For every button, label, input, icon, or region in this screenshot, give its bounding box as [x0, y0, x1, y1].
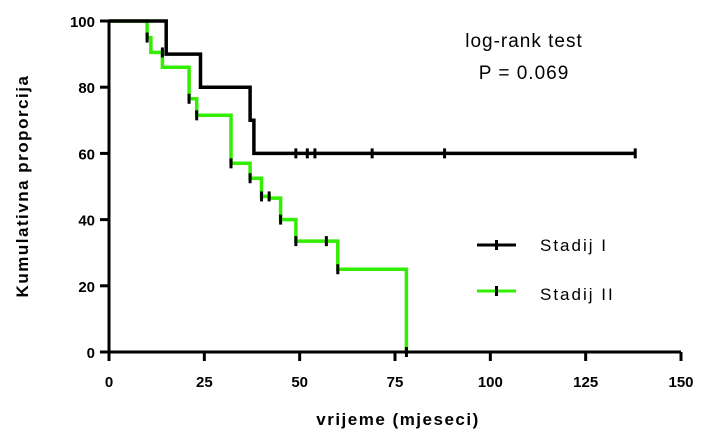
x-tick-label: 0 [105, 374, 113, 391]
y-tick-label: 40 [78, 213, 95, 230]
x-tick-label: 150 [668, 374, 693, 391]
legend-label-stadij-ii: Stadij II [540, 285, 615, 304]
legend-item-stadij-i: Stadij I [477, 236, 608, 255]
y-tick-label: 80 [78, 80, 95, 97]
series-layer [109, 19, 637, 357]
series-stadij-i [109, 19, 637, 159]
y-tick-label: 20 [78, 279, 95, 296]
legend-item-stadij-ii: Stadij II [477, 285, 615, 304]
x-tick-label: 125 [573, 374, 598, 391]
x-tick-label: 100 [478, 374, 503, 391]
y-axis-title: Kumulativna proporcija [13, 75, 32, 298]
plot-area: 0 25 50 75 100 125 150 0 20 40 60 80 100 [70, 14, 694, 391]
axes: 0 25 50 75 100 125 150 0 20 40 60 80 100 [70, 14, 694, 391]
annotation-test-name: log-rank test [465, 31, 583, 52]
series-stadij-ii [109, 19, 409, 357]
survival-curve-stadij-i [109, 19, 636, 156]
y-tick-label: 60 [78, 146, 95, 163]
x-tick-label: 50 [291, 374, 308, 391]
x-tick-label: 25 [196, 374, 213, 391]
legend: Stadij I Stadij II [477, 236, 615, 304]
y-tick-label: 100 [70, 14, 95, 31]
x-tick-label: 75 [387, 374, 404, 391]
x-axis-title: vrijeme (mjeseci) [316, 410, 479, 429]
legend-label-stadij-i: Stadij I [540, 236, 608, 255]
y-tick-label: 0 [87, 345, 95, 362]
annotation-p-value: P = 0.069 [479, 63, 570, 84]
survival-curve-stadij-ii [109, 19, 409, 352]
